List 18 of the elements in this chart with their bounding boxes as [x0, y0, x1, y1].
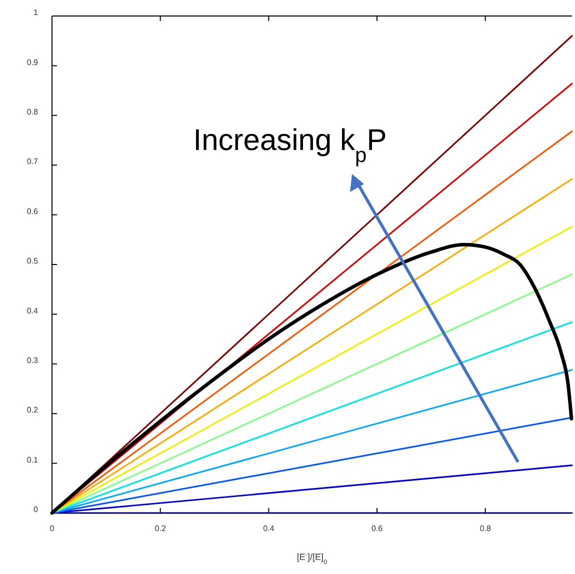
x-tick-label: 0.6 — [371, 524, 384, 534]
y-tick-label: 0.1 — [26, 455, 39, 464]
x-tick-label: 0 — [50, 524, 55, 534]
x-tick-label: 0.4 — [263, 524, 275, 534]
y-tick-label: 0.4 — [26, 306, 39, 316]
x-axis-title: [E$^{·}$]/[E]$_{0}$ — [296, 552, 328, 566]
y-tick-label: 0.8 — [26, 108, 39, 117]
y-tick-label: 0.7 — [26, 157, 39, 166]
y-tick-label: 0.6 — [26, 206, 39, 216]
y-tick-label: 0.3 — [26, 356, 39, 366]
x-tick-label: 0.2 — [154, 524, 166, 534]
y-tick-label: 0.9 — [26, 58, 39, 67]
y-tick-label: 1 — [34, 8, 39, 18]
annotation: Increasing k$_{p}$P — [193, 124, 387, 166]
x-tick-label: 0.8 — [480, 524, 492, 534]
y-tick-label: 0.2 — [26, 406, 39, 415]
y-tick-label: 0 — [34, 505, 39, 514]
y-tick-label: 0.5 — [26, 256, 39, 266]
